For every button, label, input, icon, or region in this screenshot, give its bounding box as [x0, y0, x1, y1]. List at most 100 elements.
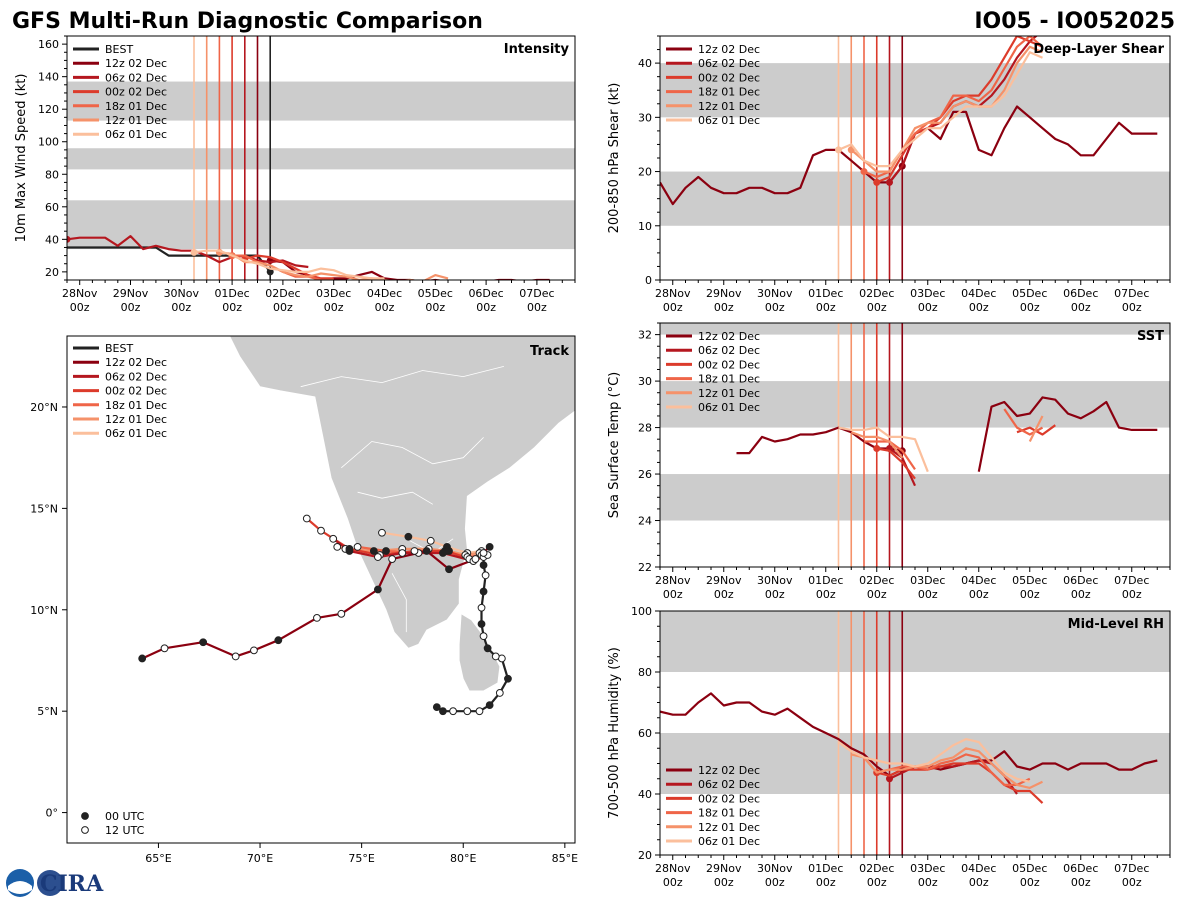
- track-point-00utc: [432, 703, 441, 712]
- x-tick-label-date: 04Dec: [961, 287, 996, 300]
- track-point-12utc: [479, 549, 488, 557]
- y-tick-label: 32: [638, 329, 652, 342]
- threshold-band: [67, 148, 575, 170]
- x-tick-label-hour: 00z: [375, 301, 395, 314]
- plot-area: [660, 323, 1170, 567]
- legend-label: 06z 01 Dec: [105, 128, 167, 141]
- x-tick-label-date: 01Dec: [808, 574, 843, 587]
- x-tick-label-date: 04Dec: [367, 287, 402, 300]
- track-point-00utc: [369, 547, 378, 555]
- x-tick-label-hour: 00z: [765, 588, 785, 601]
- x-tick-label-date: 02Dec: [265, 287, 300, 300]
- x-tick-label-hour: 00z: [1020, 301, 1040, 314]
- track-point-12utc: [449, 707, 457, 716]
- shear-panel: 01020304028Nov00z29Nov00z30Nov00z01Dec00…: [607, 35, 1171, 314]
- x-tick-label-hour: 00z: [1020, 876, 1040, 889]
- threshold-band: [660, 323, 1170, 335]
- state-border: [300, 366, 504, 388]
- x-tick-label-date: 01Dec: [808, 862, 843, 875]
- x-tick-label-date: 29Nov: [706, 287, 742, 300]
- storm-id: IO05 - IO052025: [974, 9, 1175, 34]
- x-tick-label-date: 03Dec: [910, 287, 945, 300]
- series-line-06z-01-Dec: [193, 249, 385, 280]
- cira-logo: CIRA: [6, 869, 104, 897]
- legend-label: 12z 01 Dec: [698, 100, 760, 113]
- track-point-12utc: [410, 547, 419, 555]
- y-axis-label: Sea Surface Temp (°C): [607, 372, 622, 519]
- track-point-00utc: [422, 547, 431, 555]
- track-point-00utc: [345, 547, 354, 555]
- y-tick-label: 100: [631, 605, 652, 618]
- x-tick-label-hour: 00z: [714, 301, 734, 314]
- x-tick-label-date: 29Nov: [706, 862, 742, 875]
- x-tick-label-hour: 00z: [663, 301, 683, 314]
- x-tick-label-date: 02Dec: [859, 574, 894, 587]
- track-point-12utc: [426, 536, 435, 545]
- x-tick-label-date: 01Dec: [808, 287, 843, 300]
- track-point-00utc: [404, 532, 413, 541]
- series-line-06z-02-Dec: [67, 235, 309, 269]
- x-tick-label-hour: 00z: [70, 301, 90, 314]
- x-tick-label-hour: 00z: [663, 876, 683, 889]
- x-tick-label-date: 30Nov: [164, 287, 200, 300]
- x-tick-label-date: 06Dec: [1063, 287, 1098, 300]
- x-tick-label-hour: 00z: [918, 301, 938, 314]
- y-tick-label: 80: [638, 666, 652, 679]
- y-tick-label: 22: [638, 561, 652, 574]
- x-tick-label-date: 30Nov: [757, 862, 793, 875]
- series-line-06z-01-Dec: [838, 426, 929, 473]
- x-tick-label-date: 03Dec: [316, 287, 351, 300]
- series-line-06z-01-Dec: [838, 51, 1043, 168]
- y-tick-label: 40: [45, 233, 59, 246]
- threshold-band: [67, 200, 575, 250]
- series-line-12z-01-Dec: [850, 431, 904, 459]
- track-point-00utc: [479, 561, 488, 570]
- x-tick-label-date: 28Nov: [655, 574, 691, 587]
- map-area: [138, 336, 575, 716]
- x-tick-label-hour: 00z: [867, 301, 887, 314]
- x-tick-label-date: 01Dec: [214, 287, 249, 300]
- track-point-12utc: [317, 526, 325, 535]
- legend-label: 06z 01 Dec: [698, 835, 760, 848]
- y-tick-label: 40: [638, 57, 652, 70]
- track-point-12utc: [491, 652, 500, 661]
- series-line-12z-02-Dec-b: [977, 396, 1158, 472]
- x-tick-label-hour: 00z: [121, 301, 141, 314]
- map-frame: [66, 335, 576, 844]
- legend-label: 12z 01 Dec: [698, 387, 760, 400]
- y-tick-label: 160: [38, 38, 59, 51]
- legend-label: 12z 01 Dec: [698, 821, 760, 834]
- y-tick-label: 30: [638, 111, 652, 124]
- x-tick-label-hour: 00z: [1122, 588, 1142, 601]
- x-tick-label-hour: 00z: [1071, 588, 1091, 601]
- panel-title: Mid-Level RH: [1068, 617, 1164, 632]
- x-tick-label-hour: 00z: [714, 876, 734, 889]
- x-tick-label-date: 05Dec: [1012, 862, 1047, 875]
- x-tick-label-hour: 00z: [765, 876, 785, 889]
- legend-label: 06z 01 Dec: [698, 114, 760, 127]
- legend-label: 00z 02 Dec: [698, 358, 760, 371]
- y-tick-label: 20: [638, 166, 652, 179]
- x-tick-label-hour: 00z: [425, 301, 445, 314]
- cira-globe-icon: [37, 870, 63, 896]
- x-tick-label-date: 30Nov: [757, 287, 793, 300]
- legend-label: 00z 02 Dec: [698, 71, 760, 84]
- figure-title: GFS Multi-Run Diagnostic Comparison: [12, 9, 483, 34]
- y-tick-label: 28: [638, 422, 652, 435]
- x-tick-label-date: 28Nov: [655, 287, 691, 300]
- x-tick-label-date: 03Dec: [910, 574, 945, 587]
- state-border: [341, 437, 484, 469]
- legend-label: BEST: [105, 43, 133, 56]
- x-tick-label-hour: 00z: [867, 876, 887, 889]
- track-point-00utc: [382, 547, 390, 555]
- plot-area: [660, 611, 1170, 855]
- x-tick-label-hour: 00z: [714, 588, 734, 601]
- init-marker: [873, 444, 881, 452]
- track-point-00utc: [274, 636, 283, 645]
- legend-label: 00z 02 Dec: [698, 792, 760, 805]
- track-panel: 65°E 70°E 75°E 80°E 85°E 0° 5°N 10°N 15°N 20°N Tra…: [30, 335, 578, 865]
- legend-label: 18z 01 Dec: [698, 373, 760, 386]
- track-point-12utc: [329, 534, 338, 543]
- track-point-00utc: [373, 585, 382, 594]
